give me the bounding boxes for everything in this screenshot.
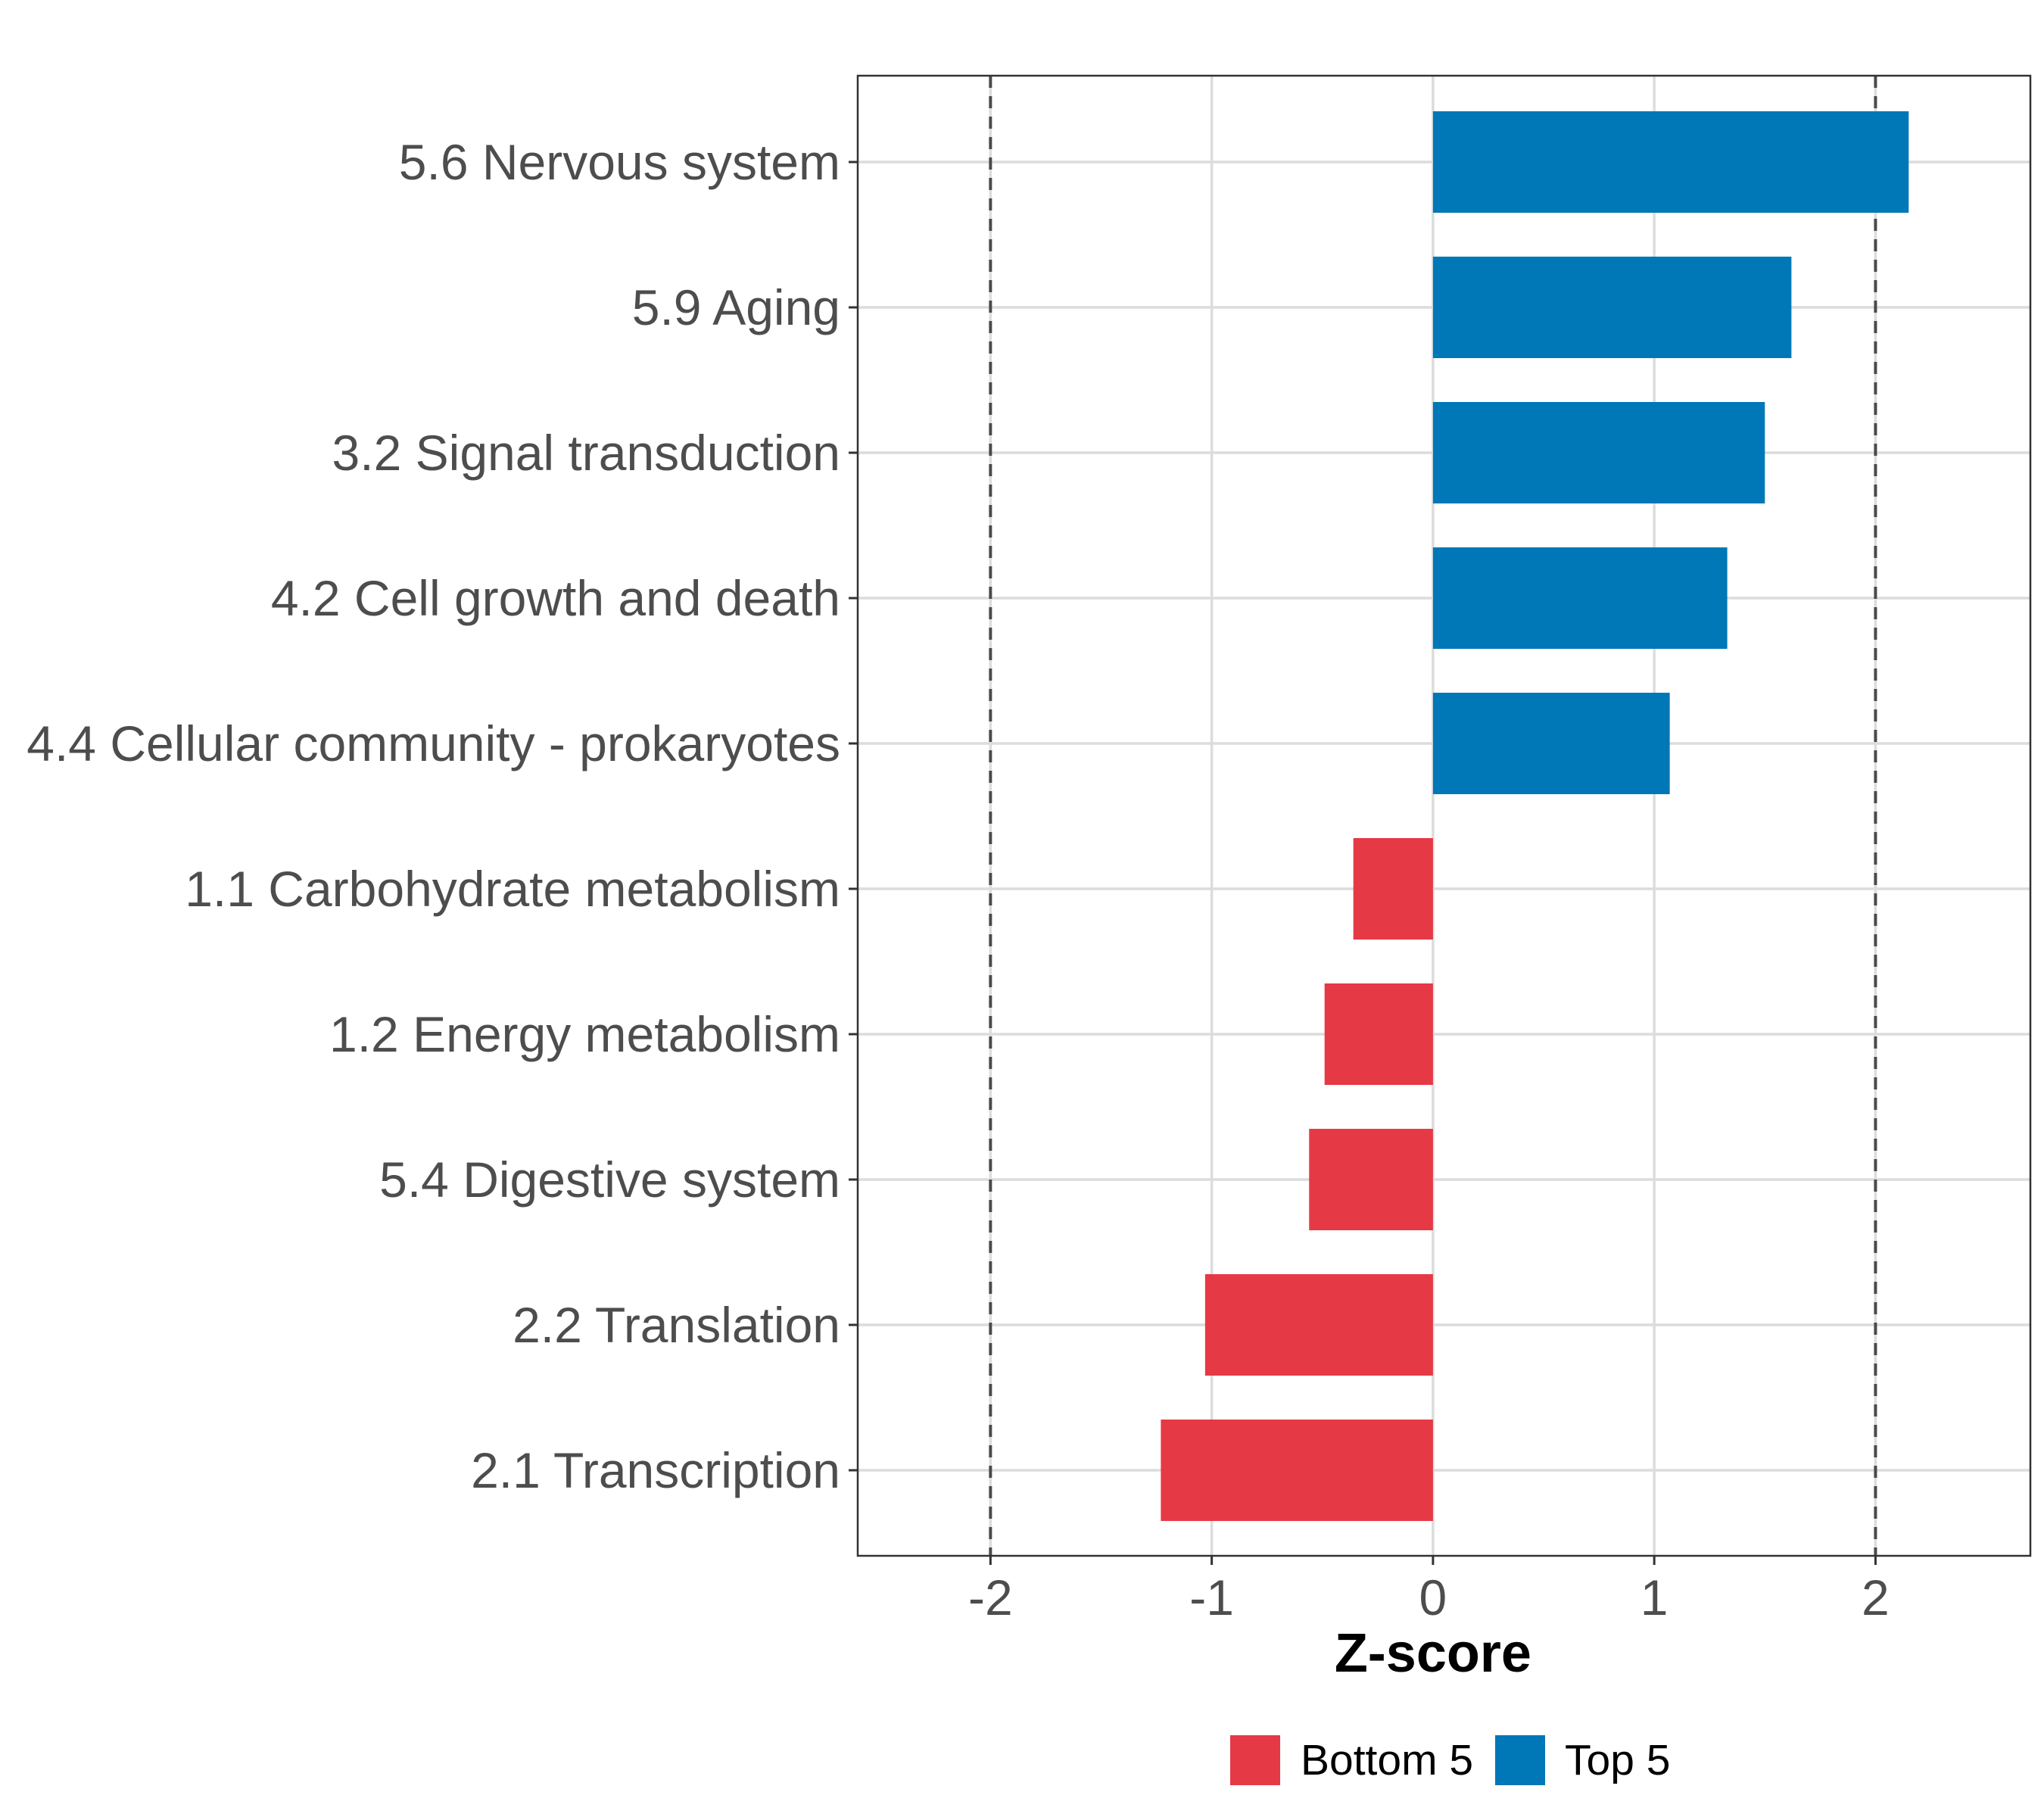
y-tick-label: 4.4 Cellular community - prokaryotes — [26, 715, 840, 771]
plot-panel-border — [856, 74, 2032, 1557]
y-tick-label: 3.2 Signal transduction — [332, 425, 840, 481]
y-tick-label: 4.2 Cell growth and death — [271, 570, 840, 626]
y-axis-ticks — [849, 161, 858, 1472]
y-tick-label: 5.6 Nervous system — [399, 134, 840, 190]
x-axis-ticks — [989, 1556, 1877, 1565]
bar — [1432, 257, 1792, 358]
legend-swatch — [1230, 1735, 1280, 1785]
bar — [1432, 547, 1728, 649]
bar — [1161, 1420, 1433, 1521]
y-tick-label: 1.2 Energy metabolism — [329, 1006, 840, 1062]
x-tick-label: -1 — [1189, 1569, 1234, 1625]
y-axis-labels: 5.6 Nervous system 5.9 Aging 3.2 Signal tr… — [26, 134, 840, 1498]
legend: Bottom 5 Top 5 — [1230, 1735, 1670, 1785]
y-tick-label: 5.9 Aging — [632, 279, 840, 335]
reference-lines — [989, 76, 1877, 1556]
x-axis-title: Z-score — [1335, 1623, 1531, 1684]
y-tick-label: 1.1 Carbohydrate metabolism — [185, 861, 840, 917]
y-tick-label: 5.4 Digestive system — [379, 1152, 840, 1208]
bar — [1309, 1129, 1433, 1230]
x-tick-label: -2 — [968, 1569, 1013, 1625]
legend-label: Bottom 5 — [1301, 1736, 1473, 1784]
bar — [1324, 983, 1433, 1085]
legend-swatch — [1495, 1735, 1545, 1785]
x-tick-label: 0 — [1419, 1569, 1447, 1625]
legend-label: Top 5 — [1565, 1736, 1670, 1784]
bar — [1432, 111, 1909, 213]
y-tick-label: 2.2 Translation — [513, 1297, 840, 1353]
x-tick-label: 1 — [1640, 1569, 1669, 1625]
bar — [1353, 838, 1433, 940]
bar — [1432, 402, 1765, 503]
x-tick-label: 2 — [1862, 1569, 1890, 1625]
bar — [1432, 693, 1670, 794]
bar — [1204, 1274, 1433, 1376]
y-tick-label: 2.1 Transcription — [471, 1442, 840, 1498]
x-axis-labels: -2 -1 0 1 2 — [968, 1569, 1890, 1625]
bars — [1161, 111, 1909, 1521]
